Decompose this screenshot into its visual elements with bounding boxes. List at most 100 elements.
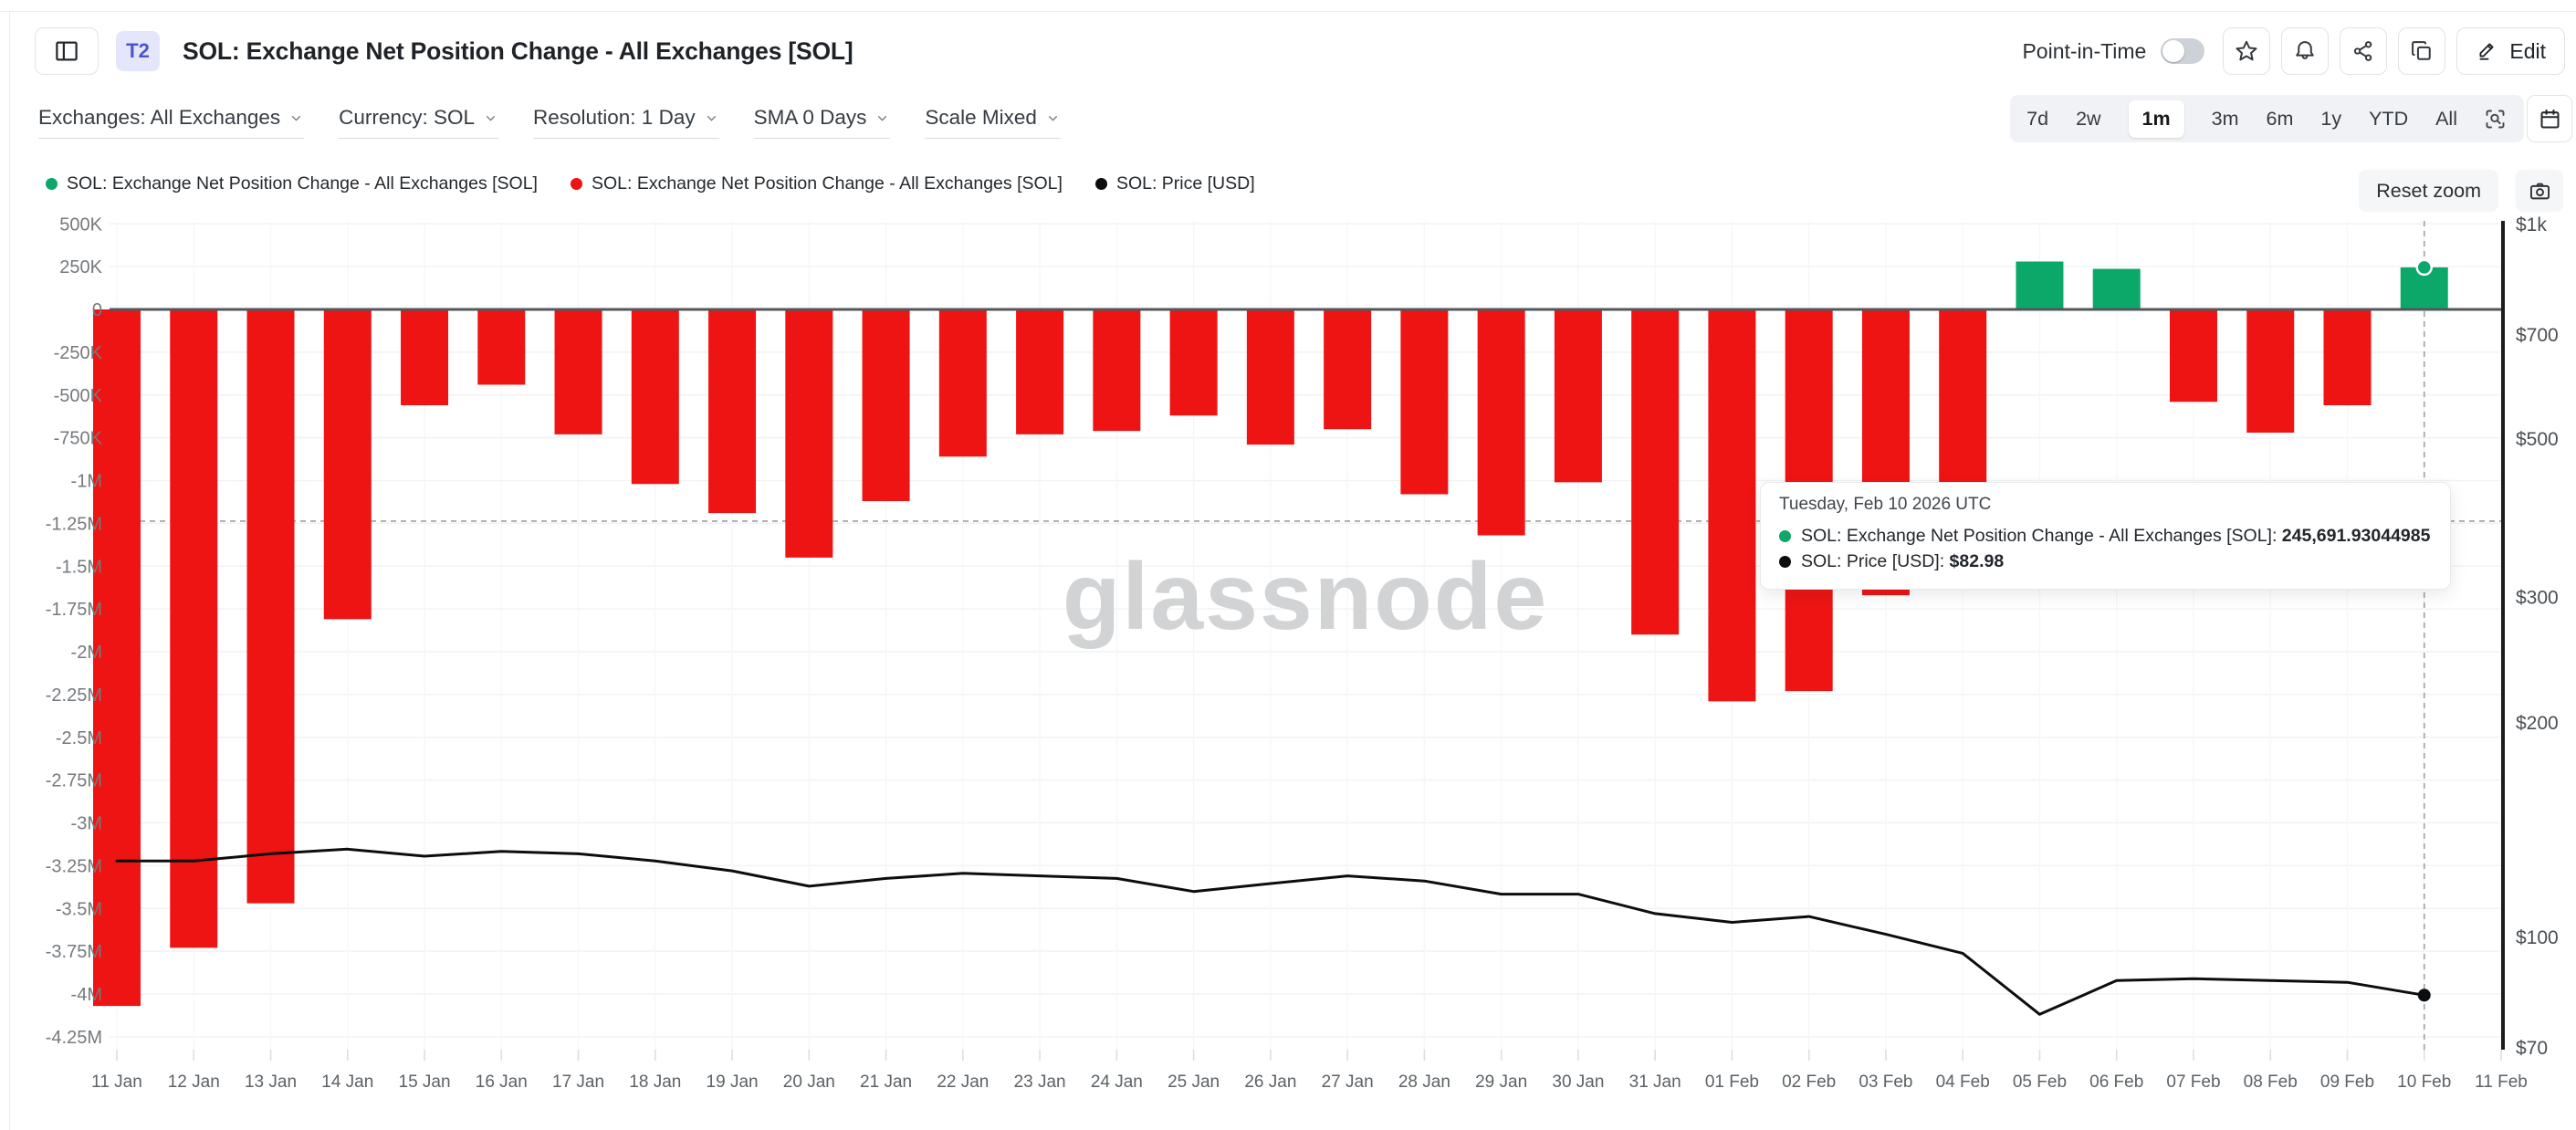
range-buttons: 7d 2w 1m 3m 6m 1y YTD All	[2026, 99, 2457, 138]
range-button-3m[interactable]: 3m	[2211, 107, 2239, 130]
screenshot-button[interactable]	[2516, 170, 2563, 212]
favorite-button[interactable]	[2223, 27, 2271, 75]
chart-canvas[interactable]: glassnode 500K 250K 0 -250K -500K -750K -1M -1.2…	[0, 214, 2576, 1130]
filter-1[interactable]: Currency: SOL	[339, 106, 498, 139]
svg-text:$1k: $1k	[2516, 214, 2547, 235]
svg-text:02 Feb: 02 Feb	[1782, 1072, 1836, 1092]
pencil-icon	[2476, 39, 2499, 63]
svg-text:29 Jan: 29 Jan	[1475, 1072, 1527, 1092]
svg-text:23 Jan: 23 Jan	[1014, 1072, 1066, 1092]
chevron-down-icon	[704, 110, 719, 126]
alerts-button[interactable]	[2281, 27, 2330, 75]
legend-dot	[1094, 178, 1107, 190]
tooltip-rows: SOL: Exchange Net Position Change - All …	[1779, 523, 2430, 574]
sidebar-toggle-button[interactable]	[35, 27, 99, 75]
page-title: SOL: Exchange Net Position Change - All …	[183, 37, 853, 65]
svg-text:13 Jan: 13 Jan	[245, 1072, 297, 1092]
tier-badge: T2	[116, 31, 160, 71]
filter-4[interactable]: Scale Mixed	[925, 106, 1061, 139]
svg-text:07 Feb: 07 Feb	[2166, 1072, 2220, 1092]
range-button-YTD[interactable]: YTD	[2369, 107, 2409, 130]
range-button-7d[interactable]: 7d	[2026, 107, 2049, 130]
svg-text:31 Jan: 31 Jan	[1629, 1072, 1681, 1092]
edit-button[interactable]: Edit	[2456, 27, 2565, 75]
range-selector: 7d 2w 1m 3m 6m 1y YTD All	[2010, 95, 2524, 142]
svg-text:10 Feb: 10 Feb	[2397, 1072, 2451, 1092]
legend-item-2[interactable]: SOL: Price [USD]	[1094, 173, 1255, 194]
svg-text:0: 0	[92, 300, 102, 320]
chevron-down-icon	[288, 110, 304, 126]
legend-dot	[46, 178, 58, 190]
chart-tooltip: Tuesday, Feb 10 2026 UTC SOL: Exchange N…	[1760, 482, 2452, 590]
range-button-All[interactable]: All	[2435, 107, 2457, 130]
top-divider	[0, 11, 2576, 12]
svg-text:17 Jan: 17 Jan	[552, 1072, 604, 1092]
svg-text:-2M: -2M	[71, 643, 102, 663]
filter-0[interactable]: Exchanges: All Exchanges	[38, 106, 305, 139]
svg-text:500K: 500K	[59, 214, 102, 235]
tooltip-dot	[1779, 529, 1791, 542]
chart-area: glassnode 500K 250K 0 -250K -500K -750K -1M -1.2…	[0, 214, 2576, 1130]
svg-text:11 Jan: 11 Jan	[91, 1072, 142, 1092]
chevron-down-icon	[874, 110, 890, 126]
svg-text:06 Feb: 06 Feb	[2089, 1072, 2143, 1092]
svg-text:-4.25M: -4.25M	[46, 1028, 102, 1048]
tooltip-row: SOL: Exchange Net Position Change - All …	[1779, 523, 2430, 549]
legend-item-0[interactable]: SOL: Exchange Net Position Change - All …	[46, 173, 538, 194]
svg-text:$700: $700	[2516, 325, 2559, 346]
svg-text:-2.75M: -2.75M	[46, 771, 102, 791]
svg-text:-2.5M: -2.5M	[56, 728, 102, 748]
star-icon	[2234, 38, 2259, 64]
svg-text:glassnode: glassnode	[1063, 544, 1548, 650]
svg-text:03 Feb: 03 Feb	[1859, 1072, 1912, 1092]
duplicate-button[interactable]	[2398, 27, 2446, 75]
svg-text:$500: $500	[2516, 429, 2559, 450]
svg-text:$70: $70	[2516, 1038, 2548, 1059]
svg-text:-3.5M: -3.5M	[56, 899, 102, 919]
svg-text:16 Jan: 16 Jan	[476, 1072, 528, 1092]
edit-button-label: Edit	[2509, 38, 2546, 63]
tooltip-date: Tuesday, Feb 10 2026 UTC	[1779, 495, 1992, 514]
svg-text:28 Jan: 28 Jan	[1398, 1072, 1450, 1092]
svg-text:-1.5M: -1.5M	[56, 557, 102, 577]
svg-text:09 Feb: 09 Feb	[2320, 1072, 2374, 1092]
filter-2[interactable]: Resolution: 1 Day	[532, 106, 719, 139]
reset-zoom-button[interactable]: Reset zoom	[2359, 170, 2498, 212]
svg-text:-1M: -1M	[71, 472, 102, 492]
calendar-button[interactable]	[2527, 95, 2572, 142]
header-left: T2 SOL: Exchange Net Position Change - A…	[35, 27, 853, 75]
svg-text:08 Feb: 08 Feb	[2244, 1072, 2298, 1092]
svg-text:04 Feb: 04 Feb	[1936, 1072, 1990, 1092]
filter-3[interactable]: SMA 0 Days	[753, 106, 891, 139]
svg-text:11 Feb: 11 Feb	[2475, 1072, 2528, 1092]
svg-text:27 Jan: 27 Jan	[1322, 1072, 1374, 1092]
svg-text:-1.25M: -1.25M	[46, 514, 102, 534]
svg-text:$200: $200	[2516, 713, 2559, 734]
camera-icon	[2528, 179, 2552, 204]
svg-text:26 Jan: 26 Jan	[1244, 1072, 1296, 1092]
zoom-area-icon[interactable]	[2483, 107, 2508, 131]
toggle-knob	[2162, 40, 2185, 62]
range-button-6m[interactable]: 6m	[2266, 107, 2294, 130]
svg-text:-3M: -3M	[71, 814, 102, 834]
svg-text:$300: $300	[2516, 587, 2559, 608]
share-button[interactable]	[2340, 27, 2388, 75]
point-in-time-toggle[interactable]	[2161, 38, 2205, 64]
range-button-1y[interactable]: 1y	[2320, 107, 2342, 130]
calendar-icon	[2538, 107, 2562, 131]
share-icon	[2351, 38, 2376, 64]
range-button-2w[interactable]: 2w	[2076, 107, 2101, 130]
svg-text:-3.75M: -3.75M	[46, 942, 102, 962]
range-button-1m[interactable]: 1m	[2128, 99, 2184, 138]
svg-text:19 Jan: 19 Jan	[707, 1072, 759, 1092]
svg-text:-750K: -750K	[54, 429, 103, 449]
legend-item-1[interactable]: SOL: Exchange Net Position Change - All …	[570, 173, 1063, 194]
svg-text:30 Jan: 30 Jan	[1552, 1072, 1604, 1092]
svg-text:21 Jan: 21 Jan	[860, 1072, 912, 1092]
svg-text:-2.25M: -2.25M	[46, 685, 102, 706]
svg-text:-3.25M: -3.25M	[46, 856, 102, 876]
header-actions: Point-in-Time Edit	[2022, 27, 2565, 75]
svg-text:18 Jan: 18 Jan	[629, 1072, 681, 1092]
svg-text:24 Jan: 24 Jan	[1091, 1072, 1143, 1092]
svg-text:-250K: -250K	[54, 343, 103, 363]
